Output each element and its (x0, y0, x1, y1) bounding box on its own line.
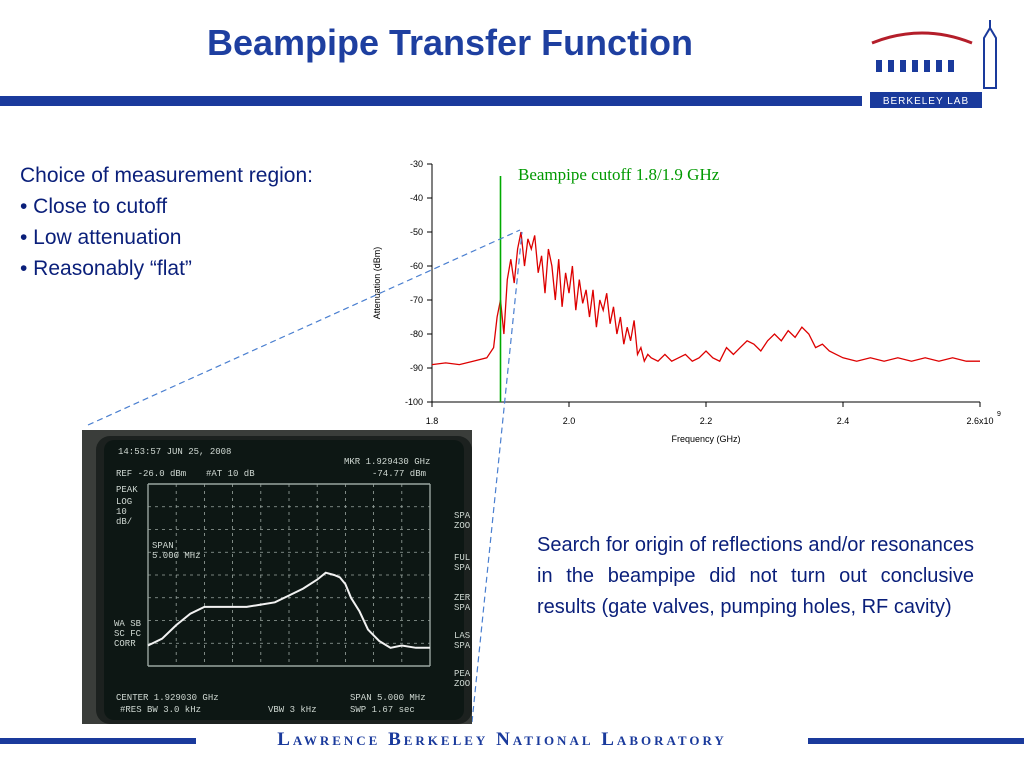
logo-columns (876, 60, 954, 72)
screen-left-label: LOG (116, 497, 132, 507)
y-tick-label: -100 (405, 397, 423, 407)
screen-span-value: 5.000 MHz (152, 551, 201, 561)
analyzer-screen (104, 440, 464, 720)
x-tick-label: 2.6x10 (966, 416, 993, 426)
bullet-item: • Reasonably “flat” (20, 257, 192, 280)
screen-span: SPAN 5.000 MHz (350, 693, 426, 703)
screen-softkey: ZER (454, 593, 471, 603)
bullet-item: • Close to cutoff (20, 195, 168, 218)
screen-softkey: FUL (454, 553, 470, 563)
screen-softkey: LAS (454, 631, 470, 641)
screen-atten: #AT 10 dB (206, 469, 255, 479)
screen-mode-label: WA SB (114, 619, 142, 629)
screen-marker-freq: MKR 1.929430 GHz (344, 457, 430, 467)
y-tick-label: -30 (410, 159, 423, 169)
y-axis-title: Attenuation (dBm) (372, 247, 382, 320)
screen-header-time: 14:53:57 JUN 25, 2008 (118, 447, 231, 457)
description-text: Search for origin of reflections and/or … (537, 534, 974, 618)
bullet-heading: Choice of measurement region: (20, 164, 313, 187)
screen-left-label: 10 (116, 507, 127, 517)
screen-vbw: VBW 3 kHz (268, 705, 317, 715)
bullet-item: • Low attenuation (20, 226, 182, 249)
attenuation-series-line (431, 231, 980, 366)
spectrum-analyzer-photo: 14:53:57 JUN 25, 2008 REF -26.0 dBm #AT … (82, 430, 472, 724)
screen-softkey: ZOO (454, 679, 470, 689)
logo-tower (983, 20, 997, 89)
y-tick-label: -70 (410, 295, 423, 305)
screen-softkey: SPA (454, 511, 471, 521)
screen-mode-label: CORR (114, 639, 136, 649)
x-tick-label: 1.8 (426, 416, 439, 426)
x-tick-label: 2.2 (700, 416, 713, 426)
slide-title: Beampipe Transfer Function (206, 22, 694, 63)
screen-graticule (147, 483, 431, 667)
x-exponent-label: 9 (997, 411, 1001, 418)
screen-left-label: dB/ (116, 517, 132, 527)
screen-trace (147, 571, 430, 649)
screen-softkey: SPA (454, 641, 471, 651)
screen-softkey: ZOO (454, 521, 470, 531)
footer-bar-right (808, 738, 1024, 744)
title-underline-bar (0, 96, 862, 106)
screen-softkey: SPA (454, 563, 471, 573)
screen-sweep: SWP 1.67 sec (350, 705, 415, 715)
x-axis-title: Frequency (GHz) (671, 434, 740, 444)
footer-bar-left (0, 738, 196, 744)
y-tick-label: -60 (410, 261, 423, 271)
screen-marker-level: -74.77 dBm (372, 469, 426, 479)
x-tick-label: 2.0 (563, 416, 576, 426)
screen-mode-label: SC FC (114, 629, 142, 639)
y-tick-label: -90 (410, 363, 423, 373)
y-tick-label: -50 (410, 227, 423, 237)
y-tick-label: -40 (410, 193, 423, 203)
bullet-list: Choice of measurement region: • Close to… (20, 160, 313, 284)
logo-banner (870, 92, 982, 108)
footer-lab-name: Lawrence Berkeley National Laboratory (277, 729, 727, 750)
x-tick-label: 2.4 (837, 416, 850, 426)
screen-span-label: SPAN (152, 541, 174, 551)
screen-softkey: PEA (454, 669, 471, 679)
screen-rbw: #RES BW 3.0 kHz (120, 705, 201, 715)
cutoff-annotation: Beampipe cutoff 1.8/1.9 GHz (518, 165, 720, 184)
screen-ref-level: REF -26.0 dBm (116, 469, 186, 479)
screen-left-label: PEAK (116, 485, 138, 495)
logo-roof-arc (871, 31, 973, 45)
screen-softkey: SPA (454, 603, 471, 613)
berkeley-lab-logo: BERKELEY LAB (870, 20, 997, 108)
y-tick-label: -80 (410, 329, 423, 339)
screen-center-freq: CENTER 1.929030 GHz (116, 693, 219, 703)
logo-text: BERKELEY LAB (883, 96, 969, 107)
